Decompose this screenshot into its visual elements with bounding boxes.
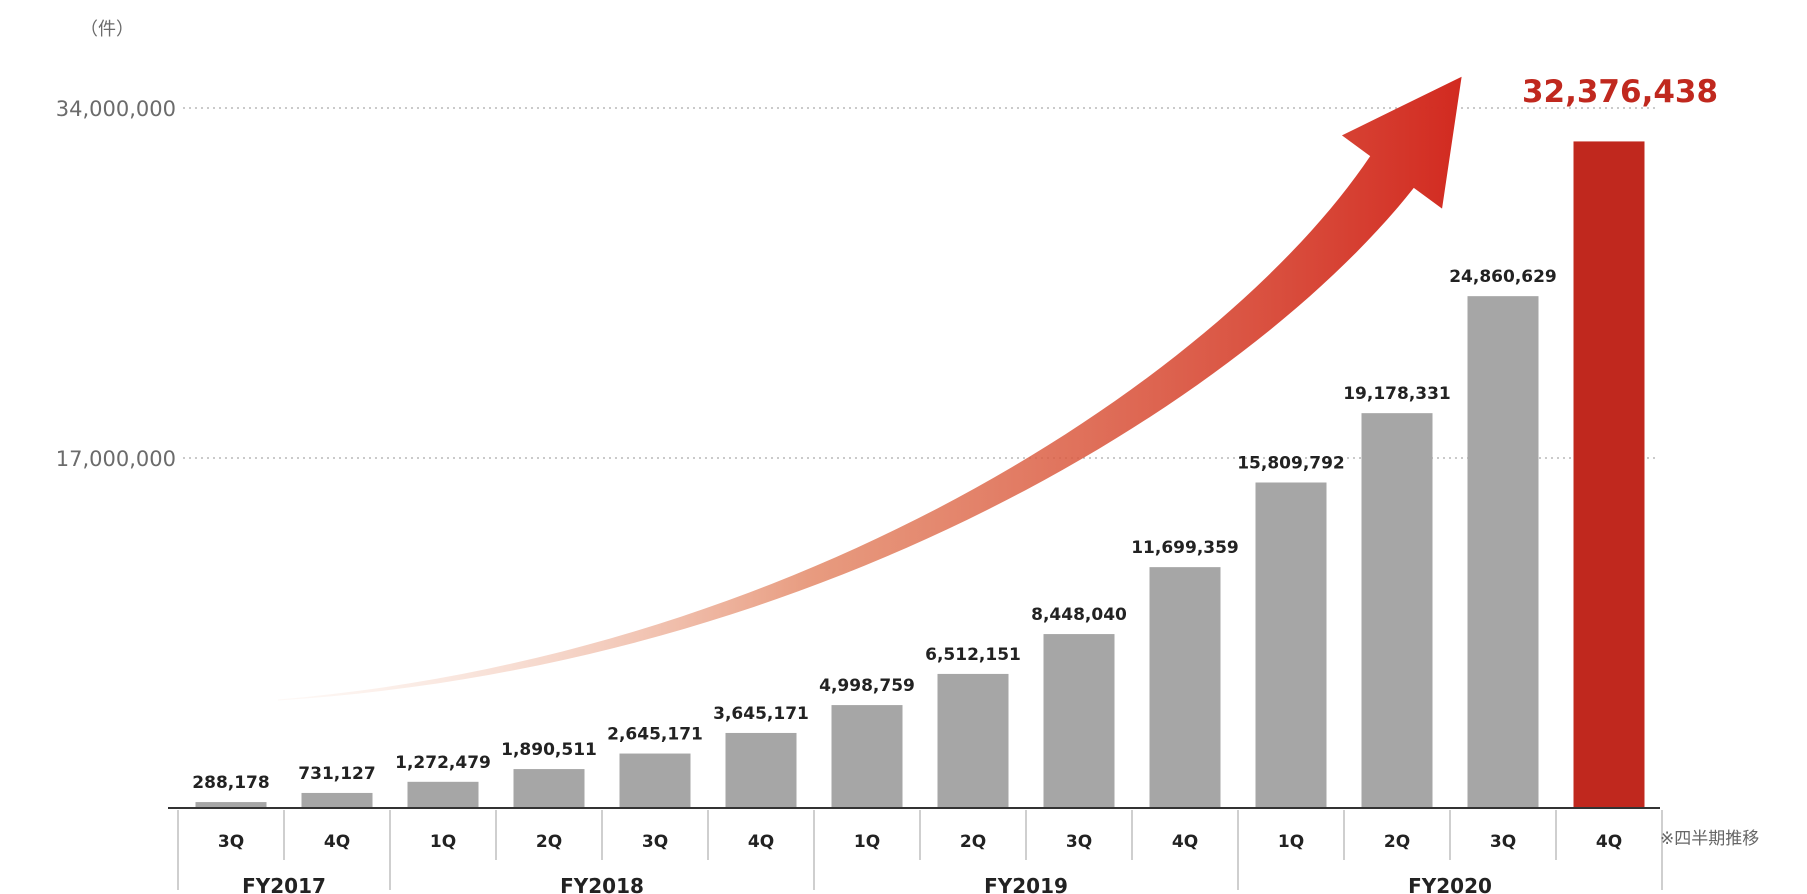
quarter-label: 1Q bbox=[1278, 832, 1304, 852]
category-dividers bbox=[177, 810, 1663, 890]
value-label: 288,178 bbox=[192, 773, 269, 793]
quarter-label: 4Q bbox=[324, 832, 350, 852]
value-label: 19,178,331 bbox=[1343, 384, 1451, 404]
y-tick-label: 17,000,000 bbox=[56, 447, 176, 471]
quarter-label: 3Q bbox=[642, 832, 668, 852]
value-label: 3,645,171 bbox=[713, 704, 809, 724]
quarter-label: 1Q bbox=[430, 832, 456, 852]
value-label: 1,272,479 bbox=[395, 753, 491, 773]
fiscal-year-labels: FY2017 FY2018 FY2019 FY2020 bbox=[242, 874, 1492, 894]
value-label: 15,809,792 bbox=[1237, 454, 1345, 474]
value-label: 11,699,359 bbox=[1131, 538, 1239, 558]
bar bbox=[1149, 567, 1221, 808]
quarter-label: 3Q bbox=[218, 832, 244, 852]
quarterly-note: ※四半期推移 bbox=[1660, 829, 1759, 849]
quarter-label: 1Q bbox=[854, 832, 880, 852]
quarter-label: 2Q bbox=[1384, 832, 1410, 852]
fiscal-year-label: FY2019 bbox=[984, 874, 1068, 894]
bar bbox=[1467, 296, 1539, 808]
bar bbox=[1361, 413, 1433, 808]
bar bbox=[725, 732, 797, 808]
bar bbox=[937, 673, 1009, 808]
quarter-labels: 3Q 4Q 1Q 2Q 3Q 4Q 1Q 2Q 3Q 4Q 1Q 2Q 3Q 4Q bbox=[218, 832, 1622, 852]
quarter-label: 3Q bbox=[1490, 832, 1516, 852]
y-axis-unit: （件） bbox=[80, 19, 134, 40]
bar bbox=[301, 792, 373, 808]
value-label: 24,860,629 bbox=[1449, 267, 1557, 287]
bar-highlight bbox=[1573, 141, 1645, 808]
quarter-label: 4Q bbox=[1596, 832, 1622, 852]
value-label: 8,448,040 bbox=[1031, 605, 1127, 625]
quarter-label: 3Q bbox=[1066, 832, 1092, 852]
quarter-label: 2Q bbox=[960, 832, 986, 852]
bar bbox=[195, 802, 267, 808]
bar bbox=[831, 705, 903, 808]
quarter-label: 4Q bbox=[748, 832, 774, 852]
quarter-label: 2Q bbox=[536, 832, 562, 852]
bar bbox=[513, 769, 585, 808]
bar bbox=[407, 781, 479, 808]
bars bbox=[195, 141, 1645, 808]
quarter-label: 4Q bbox=[1172, 832, 1198, 852]
y-tick-label: 34,000,000 bbox=[56, 97, 176, 121]
value-label: 4,998,759 bbox=[819, 676, 915, 696]
value-labels: 288,178 731,127 1,272,479 1,890,511 2,645,17… bbox=[192, 74, 1718, 793]
fiscal-year-label: FY2017 bbox=[242, 874, 326, 894]
value-label: 731,127 bbox=[298, 764, 375, 784]
fiscal-year-label: FY2018 bbox=[560, 874, 644, 894]
bar bbox=[1255, 482, 1327, 808]
value-label: 1,890,511 bbox=[501, 740, 597, 760]
highlight-value-label: 32,376,438 bbox=[1522, 74, 1718, 110]
value-label: 2,645,171 bbox=[607, 725, 703, 745]
value-label: 6,512,151 bbox=[925, 645, 1021, 665]
y-tick-labels: 17,000,000 34,000,000 bbox=[56, 97, 176, 471]
bar bbox=[619, 753, 691, 808]
fiscal-year-label: FY2020 bbox=[1408, 874, 1492, 894]
bar bbox=[1043, 634, 1115, 808]
